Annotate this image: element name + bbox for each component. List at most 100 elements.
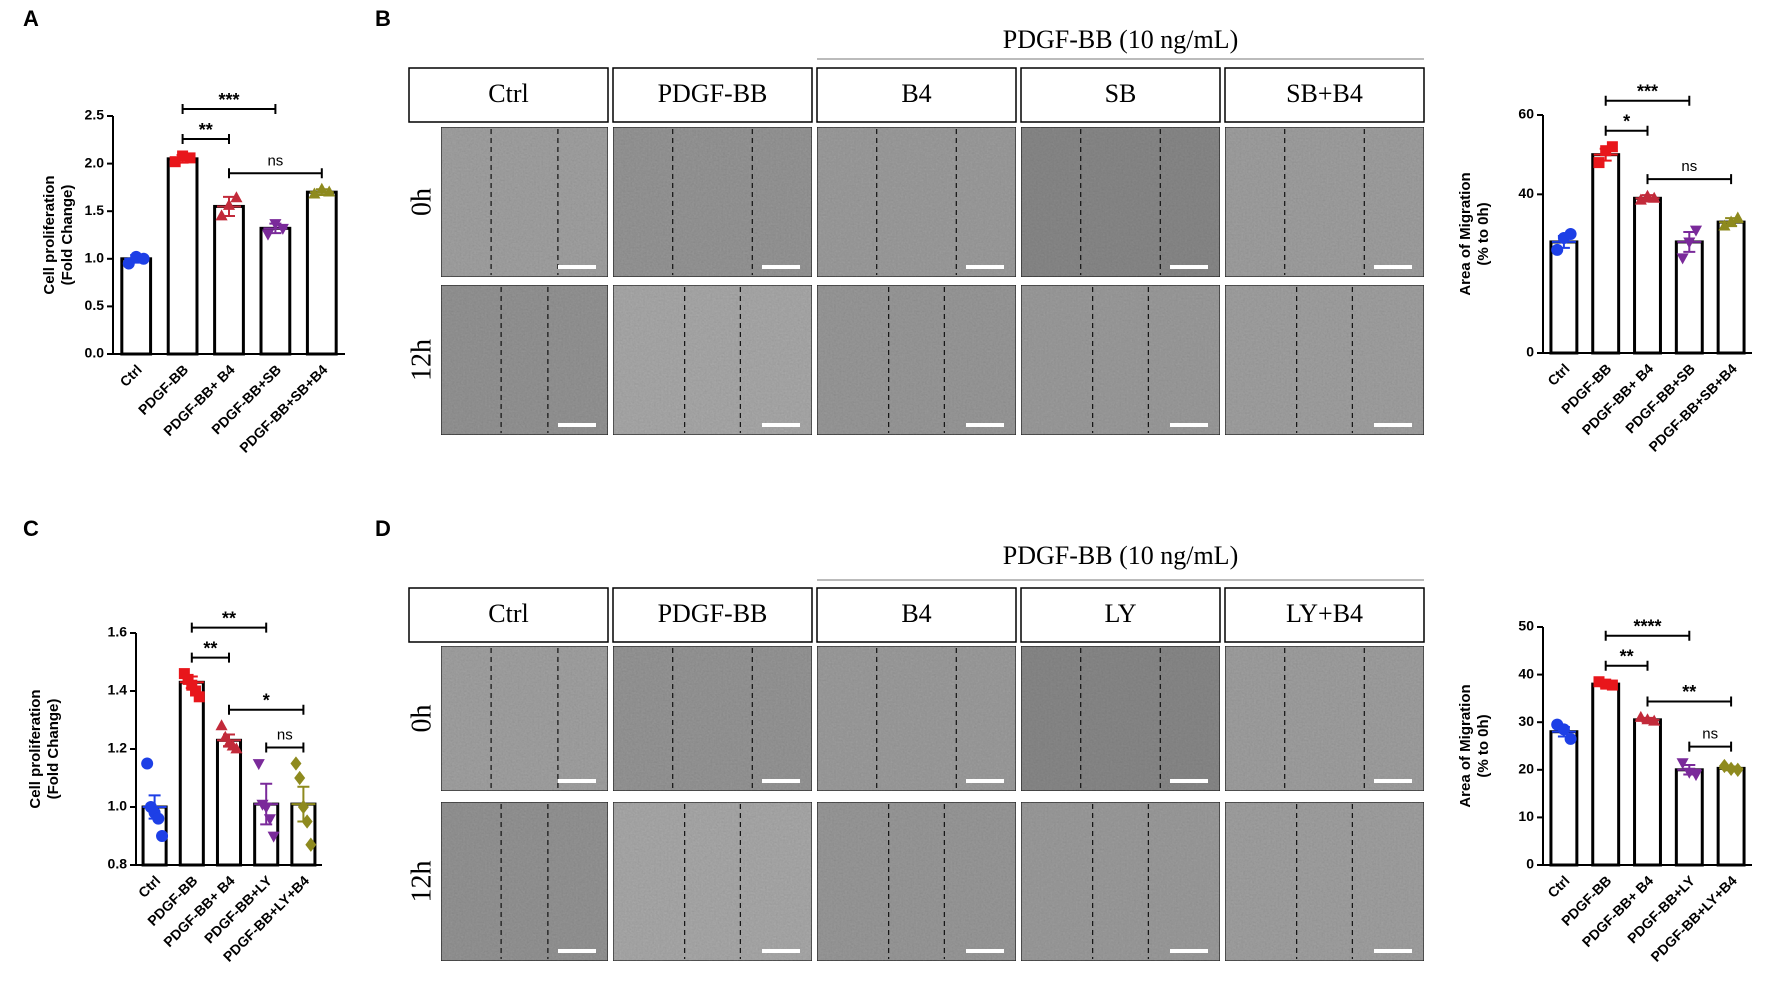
panel-label: B bbox=[375, 6, 391, 31]
data-point bbox=[1606, 141, 1618, 153]
scale-bar bbox=[1374, 423, 1412, 427]
panel-label: D bbox=[375, 516, 391, 541]
data-point bbox=[1551, 243, 1564, 256]
data-point bbox=[1732, 762, 1744, 777]
bar bbox=[215, 738, 243, 867]
data-point bbox=[1648, 191, 1661, 203]
data-point bbox=[297, 799, 309, 815]
y-axis-label: (Fold Change) bbox=[45, 699, 62, 800]
micrograph bbox=[612, 645, 813, 792]
data-point bbox=[1676, 253, 1689, 265]
y-tick-label: 40 bbox=[1518, 665, 1534, 681]
data-point bbox=[1564, 228, 1577, 240]
row-label: 0h bbox=[406, 188, 437, 216]
bar bbox=[1674, 768, 1704, 867]
column-header: PDGF-BB bbox=[658, 79, 768, 108]
significance-bracket bbox=[1646, 174, 1733, 185]
column-header-box bbox=[1224, 587, 1425, 643]
y-axis-label: Area of Migration bbox=[1457, 684, 1474, 807]
column-header: B4 bbox=[901, 599, 931, 628]
micrograph bbox=[440, 645, 609, 792]
data-point bbox=[230, 742, 243, 754]
data-point bbox=[1731, 211, 1744, 223]
data-point bbox=[305, 837, 317, 852]
bar bbox=[305, 190, 338, 356]
column-header: PDGF-BB bbox=[658, 599, 768, 628]
y-axis-label: (% to 0h) bbox=[1475, 714, 1492, 777]
column-header-box bbox=[816, 67, 1017, 123]
significance-label: *** bbox=[1637, 81, 1658, 101]
data-point bbox=[141, 757, 154, 770]
y-axis-label: Area of Migration bbox=[1457, 172, 1474, 295]
y-tick-label: 0 bbox=[1526, 344, 1534, 360]
y-tick-label: 20 bbox=[1518, 761, 1534, 777]
data-point bbox=[1718, 219, 1731, 231]
data-point bbox=[301, 814, 313, 829]
micrograph bbox=[612, 126, 813, 278]
column-header: SB+B4 bbox=[1286, 79, 1363, 108]
data-point bbox=[1725, 215, 1738, 227]
significance-bracket bbox=[1604, 660, 1649, 671]
bar bbox=[1549, 730, 1579, 867]
significance-bracket bbox=[228, 168, 323, 179]
y-tick-label: 2.5 bbox=[85, 107, 105, 123]
significance-label: ** bbox=[1620, 646, 1634, 666]
scale-bar bbox=[966, 423, 1004, 427]
data-point bbox=[290, 756, 302, 771]
column-header: Ctrl bbox=[488, 599, 528, 628]
significance-label: ** bbox=[199, 120, 213, 140]
y-tick-label: 0.5 bbox=[85, 297, 105, 313]
data-point bbox=[267, 831, 280, 843]
y-tick-label: 1.2 bbox=[108, 740, 128, 756]
significance-bracket bbox=[1604, 125, 1649, 136]
data-point bbox=[1648, 714, 1661, 726]
data-point bbox=[215, 209, 228, 221]
column-header-box bbox=[1224, 67, 1425, 123]
micrograph bbox=[440, 801, 609, 962]
y-tick-label: 0.0 bbox=[85, 345, 105, 361]
micrograph bbox=[612, 284, 813, 436]
scale-bar bbox=[1170, 779, 1208, 783]
bar bbox=[1716, 766, 1746, 867]
y-tick-label: 1.4 bbox=[108, 682, 128, 698]
micrograph bbox=[1020, 801, 1221, 962]
column-header: LY+B4 bbox=[1286, 599, 1363, 628]
significance-bracket bbox=[1604, 95, 1691, 106]
significance-label: ** bbox=[222, 608, 236, 628]
scale-bar bbox=[762, 423, 800, 427]
bar bbox=[1549, 240, 1579, 355]
column-header-box bbox=[408, 587, 609, 643]
scale-bar bbox=[1374, 265, 1412, 269]
bar bbox=[1633, 718, 1662, 867]
column-header-box bbox=[408, 67, 609, 123]
bar bbox=[120, 257, 153, 356]
bar bbox=[259, 226, 292, 356]
data-point bbox=[193, 691, 205, 703]
data-point bbox=[294, 770, 306, 786]
bar bbox=[213, 204, 245, 356]
scale-bar bbox=[558, 779, 596, 783]
data-point bbox=[137, 252, 150, 265]
column-header-box bbox=[612, 587, 813, 643]
y-axis-label: Cell proliferation bbox=[27, 689, 44, 808]
data-point bbox=[252, 759, 265, 771]
column-header: SB bbox=[1105, 79, 1137, 108]
scale-bar bbox=[558, 949, 596, 953]
y-tick-label: 0 bbox=[1526, 856, 1534, 872]
group-header: PDGF-BB (10 ng/mL) bbox=[1003, 541, 1238, 570]
bar bbox=[1591, 153, 1621, 355]
scale-bar bbox=[1170, 265, 1208, 269]
scale-bar bbox=[1170, 949, 1208, 953]
scale-bar bbox=[558, 265, 596, 269]
significance-label: ns bbox=[267, 152, 283, 169]
x-tick-label: PDGF-BB+SB+B4 bbox=[236, 361, 331, 456]
column-header-box bbox=[816, 587, 1017, 643]
scale-bar bbox=[966, 779, 1004, 783]
micrograph bbox=[1020, 645, 1221, 792]
data-point bbox=[1557, 723, 1570, 736]
data-point bbox=[152, 812, 165, 825]
data-point bbox=[222, 198, 236, 210]
data-point bbox=[1683, 237, 1696, 249]
